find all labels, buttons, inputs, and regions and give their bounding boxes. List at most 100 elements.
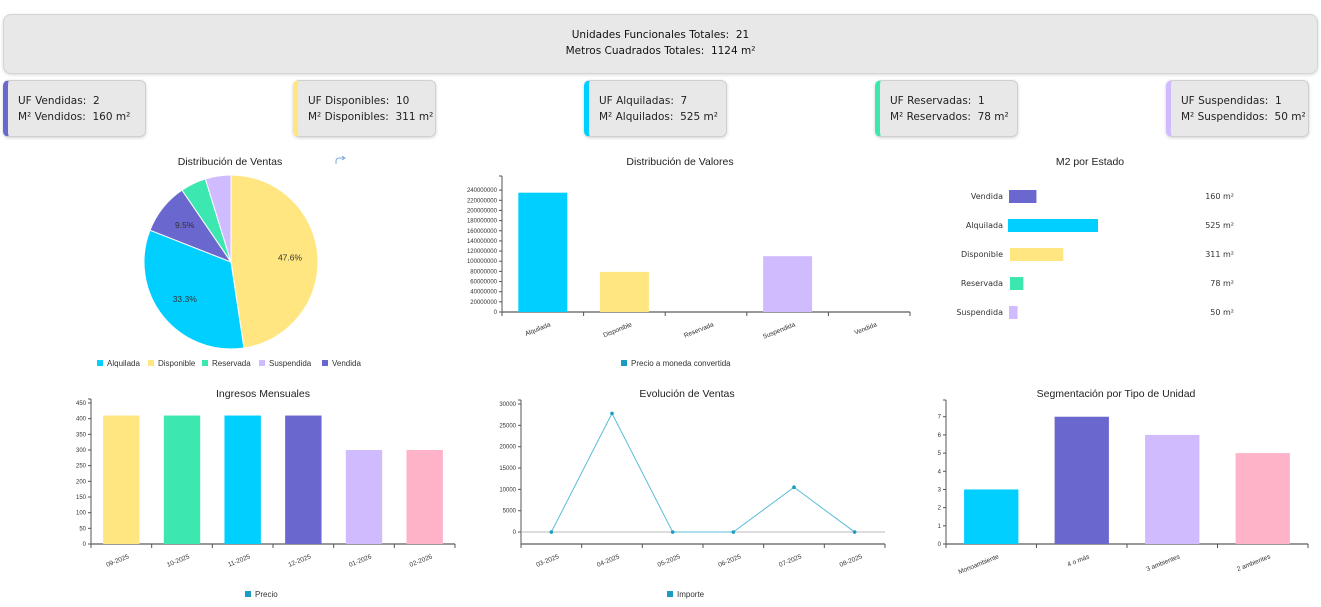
x-tick-label: 10-2025 [166,553,191,569]
y-tick-label: 3 [938,487,942,493]
summary-banner: Unidades Funcionales Totales: 21 Metros … [3,14,1318,74]
x-tick-label: 11-2025 [227,553,252,568]
y-tick-label: 400 [76,417,87,423]
total-m2: Metros Cuadrados Totales: 1124 m² [565,45,756,57]
x-tick-label: 12-2025 [287,553,312,569]
y-tick-label: 120000000 [467,249,498,255]
bar-suspendida [763,256,813,312]
y-tick-label: 200 [76,479,87,485]
pie-slice-disponible [230,174,319,349]
y-tick-label: 150 [76,495,87,501]
y-tick-label: 240000000 [467,188,498,194]
pie-chart: 47.6% 33.3% 9.5% [143,174,319,350]
y-tick-label: 6 [938,433,942,439]
y-tick-label: 60000000 [470,280,497,286]
m2-value-alquilada: 525 m² [1205,221,1234,230]
y-tick-label: 0 [513,530,517,536]
x-tick-label: 01-2026 [348,553,373,569]
x-tick-label: Monoambiente [958,553,1001,576]
m2-value-disponible: 311 m² [1205,250,1234,259]
pie-legend: Alquilada Disponible Reservada Suspendida Ve… [97,359,361,368]
bar-disponible [599,271,649,312]
y-tick-label: 180000000 [467,219,498,225]
pie-label-alquilada: 33.3% [173,294,198,304]
card-vendidas: UF Vendidas: 2 M² Vendidos: 160 m² [3,80,146,137]
m2-chart: Vendida 160 m² Alquilada 525 m² Disponible 31… [956,190,1234,319]
x-tick-label: 4 o más [1066,553,1091,568]
bar-10-2025 [163,415,201,544]
pie-slice-suspendida [204,174,232,263]
card-alquiladas: UF Alquiladas: 7 M² Alquilados: 525 m² [584,80,727,137]
total-units: Unidades Funcionales Totales: 21 [571,29,750,41]
evolucion-title: Evolución de Ventas [639,388,734,400]
series-line-importe [550,412,855,533]
y-tick-label: 250 [76,464,87,470]
pie-slice-alquilada [143,229,245,350]
y-tick-label: 100000000 [467,259,498,265]
legend-swatch-alquilada [97,360,103,366]
legend-label: Precio [255,590,278,599]
y-tick-label: 15000 [499,466,516,472]
x-tick-label: Disponible [602,321,633,339]
card-suspendidas: UF Suspendidas: 1 M² Suspendidos: 50 m² [1166,80,1309,137]
legend-label-suspendida: Suspendida [269,359,312,368]
m2-value-vendida: 160 m² [1205,192,1234,201]
valores-title: Distribución de Valores [626,156,733,168]
legend-swatch-vendida [322,360,328,366]
y-tick-label: 140000000 [467,239,498,245]
ingresos-chart: 0 50 100 150 200 250 300 350 400 450 09-2025 10-202… [76,398,456,599]
y-tick-label: 40000000 [470,290,497,296]
y-tick-label: 200000000 [467,208,498,214]
y-tick-label: 4 [938,469,942,475]
y-tick-label: 0 [938,542,942,548]
x-tick-label: 07-2025 [778,553,803,569]
m2-label-disponible: Disponible [961,250,1003,259]
share-icon[interactable] [335,155,346,164]
pie-label-vendida: 9.5% [175,220,195,230]
data-point-06-2025 [731,530,736,534]
m2-bar-disponible [1010,248,1064,261]
m2-value-reservada: 78 m² [1210,279,1234,288]
m2-title: M2 por Estado [1056,156,1124,168]
y-tick-label: 2 [938,506,942,512]
y-tick-label: 5 [938,451,942,457]
y-tick-label: 1 [938,524,942,530]
segmentacion-chart: 0 1 2 3 4 5 6 7 Monoambiente 4 o más 3 ambientes 2 … [938,399,1309,576]
m2-bar-reservada [1010,277,1024,290]
legend-swatch-suspendida [259,360,265,366]
y-tick-label: 100 [76,511,87,517]
y-tick-label: 5000 [503,509,517,515]
y-tick-label: 50 [79,526,86,532]
valores-chart: 0 20000000 40000000 60000000 80000000 1000000… [467,175,911,368]
data-point-04-2025 [610,411,614,416]
bar-01-2026 [345,450,383,544]
m2-bar-vendida [1009,190,1037,203]
legend-label-vendida: Vendida [332,359,361,368]
bar-09-2025 [103,415,140,544]
y-tick-label: 20000 [499,445,516,451]
x-tick-label: 04-2025 [596,553,621,569]
legend-label: Precio a moneda convertida [631,359,731,368]
y-tick-label: 20000000 [470,300,497,306]
m2-value-suspendida: 50 m² [1210,308,1234,317]
m2-label-reservada: Reservada [961,279,1003,288]
m2-label-vendida: Vendida [971,192,1003,201]
segmentacion-title: Segmentación por Tipo de Unidad [1037,388,1196,400]
x-tick-label: 05-2025 [657,553,682,569]
ingresos-title: Ingresos Mensuales [216,388,310,400]
bar-4-o-mas [1054,416,1109,544]
y-tick-label: 30000 [499,402,516,408]
m2-bar-alquilada [1008,219,1098,232]
legend-label-reservada: Reservada [212,359,251,368]
y-tick-label: 450 [76,401,87,407]
pie-title: Distribución de Ventas [178,156,282,168]
y-tick-label: 300 [76,448,87,454]
y-tick-label: 10000 [499,487,516,493]
y-tick-label: 350 [76,432,87,438]
legend-label: Importe [677,590,705,599]
legend-swatch-disponible [148,360,154,366]
x-tick-label: 02-2026 [409,553,434,569]
x-tick-label: Reservada [683,321,715,339]
bar-2-ambientes [1235,453,1290,544]
data-point-08-2025 [852,530,857,534]
